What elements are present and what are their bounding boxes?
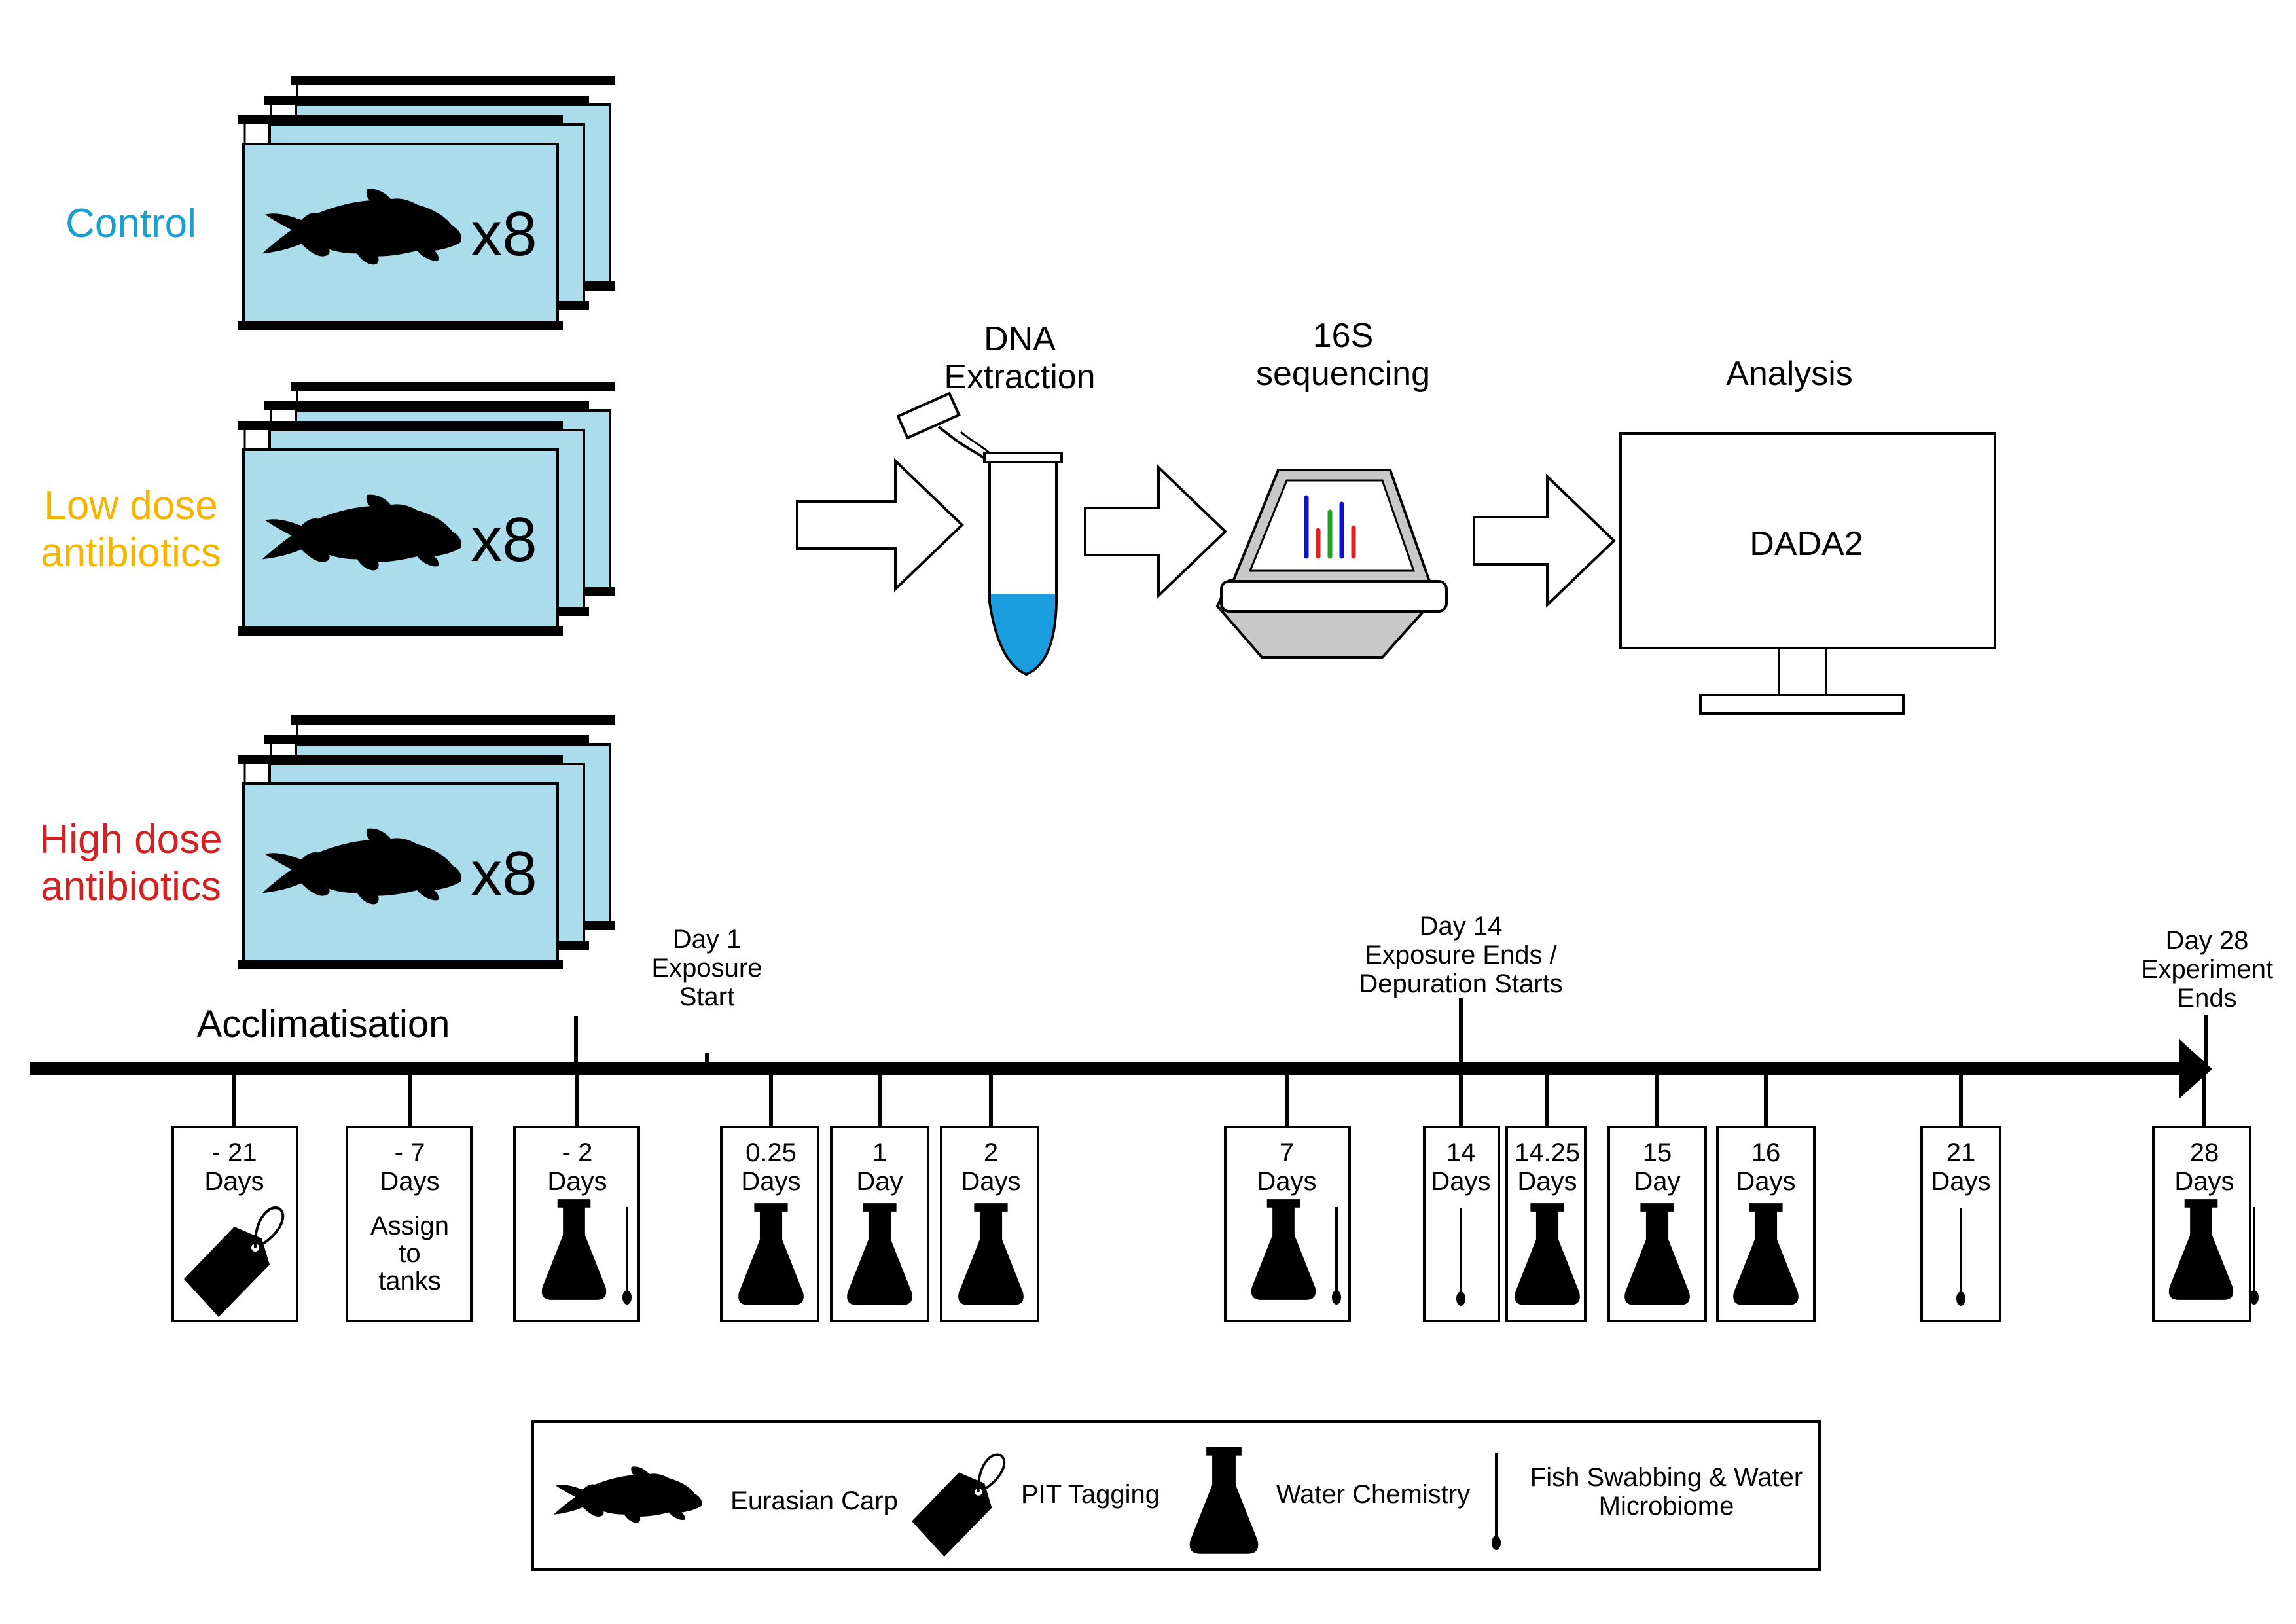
step-label: sequencing (1256, 355, 1430, 393)
flow-arrow (1473, 473, 1616, 608)
milestone-label: Day 1 (673, 925, 742, 954)
timepoint-label: Days (1736, 1167, 1795, 1196)
legend-item: Eurasian Carp (553, 1466, 898, 1523)
milestone-label: Experiment (2141, 955, 2273, 984)
dna-tube-icon (896, 391, 1063, 676)
legend-item: PIT Tagging (910, 1453, 1160, 1558)
legend-label: Fish Swabbing & Water (1530, 1463, 1803, 1492)
timepoint-label: - 2 (562, 1138, 593, 1167)
timepoint-label: Days (1257, 1167, 1316, 1196)
legend-label: Water Chemistry (1276, 1480, 1470, 1509)
timepoint-note: to (399, 1239, 420, 1268)
step-label: DNA (984, 320, 1056, 358)
milestone-label: Exposure Ends / (1365, 941, 1557, 969)
legend-label: PIT Tagging (1021, 1480, 1160, 1509)
sequencer-icon (1215, 469, 1448, 659)
timepoint-label: Days (2174, 1167, 2234, 1196)
software-label: DADA2 (1749, 525, 1863, 563)
timepoint-label: Day (1634, 1167, 1680, 1196)
group-label: Control (65, 201, 196, 246)
timepoint-label: 2 (984, 1138, 998, 1167)
timeline-arrowhead (2179, 1039, 2212, 1098)
timepoint-label: 28 (2190, 1138, 2219, 1167)
milestone-label: Start (679, 983, 734, 1011)
timepoint-label: 7 (1280, 1138, 1294, 1167)
timepoint-label: 14.25 (1515, 1138, 1580, 1167)
timepoint-label: 14 (1446, 1138, 1476, 1167)
milestone-label: Ends (2177, 984, 2236, 1013)
flow-arrow (1084, 464, 1227, 599)
treatment-group: x8 Control (65, 76, 615, 330)
group-label: High dose (39, 817, 222, 862)
timepoint-note: tanks (378, 1267, 441, 1295)
timepoint-label: Days (204, 1167, 264, 1196)
timepoint-label: Days (1517, 1167, 1577, 1196)
timepoint-label: 0.25 (745, 1138, 797, 1167)
step-label: 16S (1313, 317, 1374, 355)
timepoint-label: Days (961, 1167, 1020, 1196)
step-label: Analysis (1726, 355, 1853, 393)
legend-label: Microbiome (1599, 1492, 1734, 1521)
timepoint-label: 16 (1751, 1138, 1781, 1167)
monitor-icon (1619, 432, 1996, 715)
milestone-label: Exposure (652, 954, 762, 983)
timepoint-label: Days (547, 1167, 607, 1196)
timepoint-label: Days (1431, 1167, 1490, 1196)
tank-count: x8 (471, 839, 537, 909)
timepoint-label: - 21 (212, 1138, 257, 1167)
group-label: antibiotics (41, 864, 221, 909)
milestone-label: Depuration Starts (1359, 969, 1562, 998)
phase-label: Acclimatisation (197, 1003, 450, 1045)
legend-box (531, 1420, 1821, 1571)
timeline-axis (30, 1062, 2190, 1075)
timepoint-label: Days (741, 1167, 800, 1196)
group-label: antibiotics (41, 530, 221, 575)
timepoint-label: Days (380, 1167, 439, 1196)
milestone-label: Day 28 (2166, 926, 2249, 955)
milestone-label: Day 14 (1420, 912, 1503, 941)
timepoint-label: Day (856, 1167, 903, 1196)
timepoint-label: - 7 (395, 1138, 425, 1167)
flow-arrow (796, 458, 964, 592)
group-label: Low dose (44, 483, 217, 528)
timepoint-label: 1 (872, 1138, 887, 1167)
legend-label: Eurasian Carp (730, 1487, 898, 1515)
timepoint-label: 15 (1643, 1138, 1672, 1167)
step-label: Extraction (944, 358, 1095, 396)
timepoint-label: Days (1931, 1167, 1990, 1196)
timepoint-label: 21 (1946, 1138, 1976, 1167)
timepoint-note: Assign (370, 1212, 449, 1240)
legend-item: Water Chemistry (1189, 1447, 1470, 1554)
tank-count: x8 (471, 199, 537, 269)
tank-count: x8 (471, 505, 537, 575)
